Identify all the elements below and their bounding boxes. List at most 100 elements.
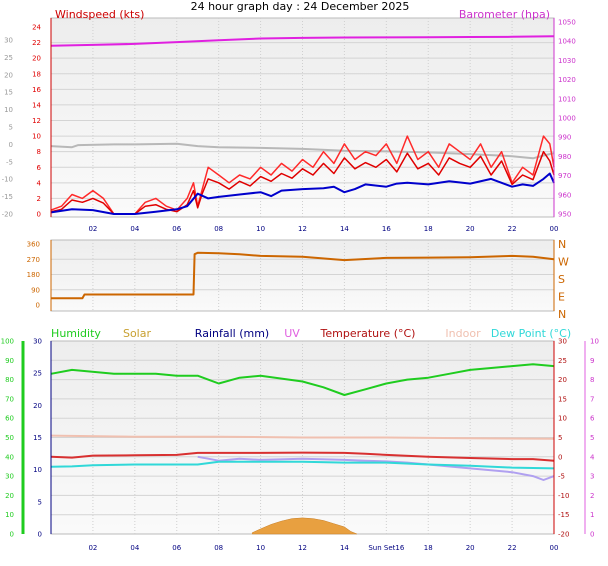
rainfall-tick-label: 10	[33, 466, 42, 474]
legend-label: Humidity	[51, 327, 101, 340]
outer-scale-tick-label: -10	[2, 176, 13, 184]
grey-series-line	[50, 142, 555, 160]
direction-degree-tick-label: 180	[27, 271, 40, 279]
outer-scale-tick-label: 15	[4, 89, 13, 97]
temperature-tick-label: -15	[558, 511, 569, 519]
temperature-tick-label: 20	[558, 376, 567, 384]
legend-label: Solar	[123, 327, 152, 340]
uv-tick-label: 3	[590, 473, 594, 481]
temperature-tick-label: -5	[558, 473, 565, 481]
time-tick-label: 14	[340, 544, 349, 552]
barometer-tick-label: 950	[558, 211, 571, 219]
barometer-tick-label: 1010	[558, 95, 576, 103]
direction-degree-tick-label: 360	[27, 241, 40, 249]
windspeed-axis-title: Windspeed (kts)	[55, 8, 144, 21]
time-tick-label: 20	[466, 225, 475, 233]
lilac-series-line	[197, 455, 555, 481]
uv-tick-label: 1	[590, 511, 594, 519]
temperature-tick-label: 15	[558, 395, 567, 403]
outer-scale-tick-label: -15	[2, 193, 13, 201]
humidity-tick-label: 10	[5, 511, 14, 519]
outer-scale-tick-label: 5	[9, 124, 13, 132]
windspeed-tick-label: 24	[32, 24, 41, 32]
uv-tick-label: 4	[590, 453, 595, 461]
time-tick-label: 18	[424, 225, 433, 233]
indoor-temperature-line	[50, 434, 555, 440]
outer-scale-tick-label: 0	[9, 141, 13, 149]
rainfall-tick-label: 5	[38, 498, 42, 506]
time-tick-label: 10	[256, 225, 265, 233]
windspeed-tick-label: 16	[32, 86, 41, 94]
gust-line	[50, 135, 555, 215]
humidity-tick-label: 40	[5, 453, 14, 461]
humidity-tick-label: 100	[1, 338, 14, 346]
humidity-tick-label: 60	[5, 415, 14, 423]
time-tick-label: 06	[172, 544, 181, 552]
temperature-line	[50, 451, 555, 462]
humidity-tick-label: 20	[5, 492, 14, 500]
solar-area	[251, 517, 358, 535]
temperature-tick-label: -20	[558, 531, 569, 539]
uv-tick-label: 7	[590, 395, 594, 403]
temperature-tick-label: 25	[558, 357, 567, 365]
barometer-tick-label: 960	[558, 191, 571, 199]
temperature-tick-label: 0	[558, 453, 562, 461]
uv-tick-label: 9	[590, 357, 594, 365]
outer-scale-tick-label: 30	[4, 37, 13, 45]
time-tick-label: 00	[550, 544, 559, 552]
compass-tick-label: N	[558, 308, 566, 321]
dew-point-line	[50, 460, 555, 470]
uv-tick-label: 8	[590, 376, 594, 384]
compass-tick-label: N	[558, 238, 566, 251]
time-tick-label: 12	[298, 225, 307, 233]
humidity-tick-label: 90	[5, 357, 14, 365]
windspeed-tick-label: 10	[32, 133, 41, 141]
direction-degree-tick-label: 90	[31, 286, 40, 294]
time-tick-label: 20	[466, 544, 475, 552]
time-tick-label: 10	[256, 544, 265, 552]
wind-direction-line	[51, 251, 555, 300]
barometer-axis-title: Barometer (hpa)	[459, 8, 550, 21]
uv-tick-label: 0	[590, 531, 594, 539]
outer-scale-tick-label: 10	[4, 106, 13, 114]
windspeed-tick-label: 6	[37, 164, 42, 172]
uv-tick-label: 2	[590, 492, 594, 500]
time-tick-label: 08	[214, 225, 223, 233]
rainfall-tick-label: 30	[33, 338, 42, 346]
windspeed-tick-label: 0	[37, 211, 41, 219]
windspeed-tick-label: 2	[37, 195, 41, 203]
temperature-tick-label: 5	[558, 434, 562, 442]
humidity-tick-label: 70	[5, 395, 14, 403]
time-tick-label: 06	[172, 225, 181, 233]
time-tick-label: 22	[508, 225, 517, 233]
humidity-tick-label: 0	[10, 531, 14, 539]
chart-title: 24 hour graph day : 24 December 2025	[191, 0, 410, 13]
temperature-tick-label: -10	[558, 492, 569, 500]
compass-tick-label: S	[558, 273, 565, 286]
legend-label: UV	[284, 327, 300, 340]
humidity-tick-label: 50	[5, 434, 14, 442]
uv-tick-label: 10	[590, 338, 599, 346]
windspeed-tick-label: 18	[32, 70, 41, 78]
humidity-tick-label: 80	[5, 376, 14, 384]
time-tick-label: Sun Set16	[368, 544, 404, 552]
legend-label: Dew Point (°C)	[491, 327, 571, 340]
compass-tick-label: W	[558, 256, 569, 269]
time-tick-label: 04	[130, 544, 139, 552]
time-tick-label: 14	[340, 225, 349, 233]
windspeed-line	[50, 150, 555, 215]
outer-scale-tick-label: 25	[4, 54, 13, 62]
uv-tick-label: 6	[590, 415, 595, 423]
temperature-tick-label: 10	[558, 415, 567, 423]
time-tick-label: 02	[88, 544, 97, 552]
outer-scale-tick-label: -5	[6, 158, 13, 166]
barometer-tick-label: 1030	[558, 57, 576, 65]
time-tick-label: 04	[130, 225, 139, 233]
compass-tick-label: E	[558, 291, 565, 304]
windspeed-tick-label: 8	[37, 148, 41, 156]
legend-label: Temperature (°C)	[320, 327, 416, 340]
uv-tick-label: 5	[590, 434, 594, 442]
windspeed-tick-label: 22	[32, 39, 41, 47]
temperature-tick-label: 30	[558, 338, 567, 346]
